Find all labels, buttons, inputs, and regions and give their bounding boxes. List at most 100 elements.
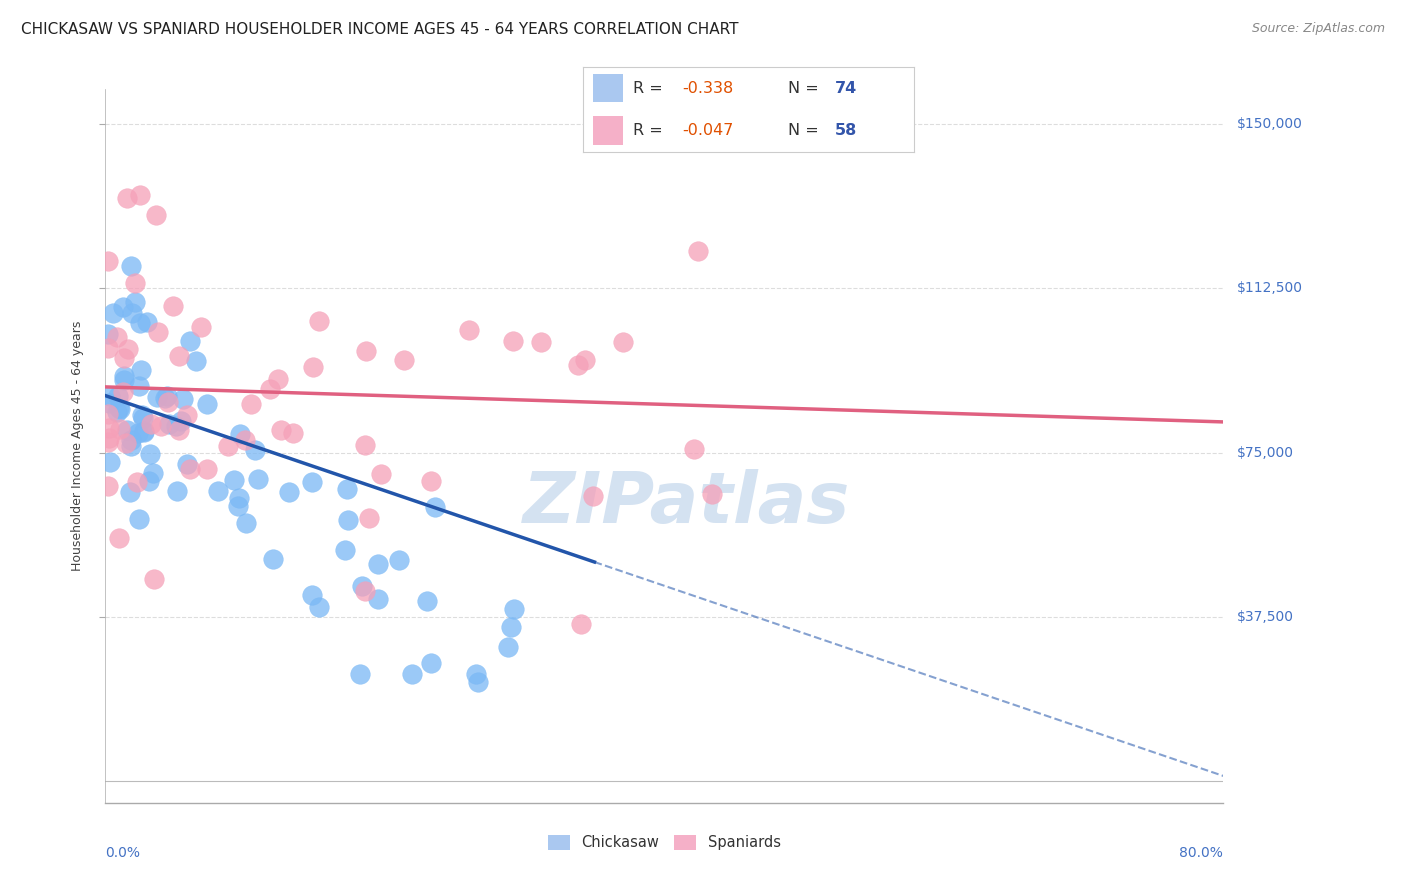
Point (124, 276, 146, 290)
Point (97, 254, 120, 268)
Point (464, 667, 486, 681)
Point (98, 395, 121, 409)
Bar (593, 74, 623, 103)
Point (129, 362, 152, 376)
Text: 74: 74 (835, 80, 856, 95)
Point (333, 543, 356, 558)
Point (502, 334, 524, 348)
Point (186, 354, 208, 368)
Point (118, 485, 141, 500)
Point (233, 433, 256, 447)
Point (143, 572, 166, 586)
Point (121, 306, 143, 320)
Point (176, 457, 198, 471)
Point (217, 439, 239, 453)
Point (114, 373, 136, 387)
Text: 0.0%: 0.0% (105, 846, 141, 860)
Point (107, 389, 129, 403)
Point (145, 209, 167, 223)
Point (98, 455, 121, 469)
Text: R =: R = (633, 123, 668, 138)
Point (108, 401, 131, 415)
Point (112, 351, 135, 365)
Point (97, 434, 120, 449)
Point (98, 420, 121, 434)
Point (146, 325, 169, 339)
Text: $150,000: $150,000 (1237, 117, 1303, 131)
Point (567, 358, 589, 372)
Point (108, 422, 131, 436)
Point (467, 674, 489, 689)
Point (139, 447, 162, 461)
Point (97, 479, 120, 493)
Point (162, 299, 184, 313)
Point (222, 473, 245, 487)
Text: $75,000: $75,000 (1237, 446, 1294, 459)
Point (229, 427, 252, 442)
Text: $112,500: $112,500 (1237, 281, 1303, 295)
Text: ZIPatlas: ZIPatlas (523, 468, 851, 538)
Point (582, 490, 605, 504)
Text: -0.338: -0.338 (683, 80, 734, 95)
Point (107, 330, 129, 344)
Point (370, 467, 392, 481)
Point (574, 352, 596, 367)
Text: Source: ZipAtlas.com: Source: ZipAtlas.com (1251, 22, 1385, 36)
Point (112, 369, 135, 384)
Point (170, 414, 193, 428)
Point (176, 408, 198, 422)
Point (337, 513, 360, 527)
Point (683, 442, 706, 457)
Text: N =: N = (789, 80, 824, 95)
Point (259, 382, 281, 396)
Point (127, 475, 149, 490)
Point (354, 343, 377, 358)
Point (103, 306, 125, 320)
Point (569, 617, 592, 632)
Point (97, 431, 120, 445)
Point (301, 360, 323, 375)
Point (115, 191, 138, 205)
Point (167, 350, 190, 364)
Point (496, 640, 519, 654)
Text: 58: 58 (835, 123, 856, 138)
Point (243, 442, 266, 457)
Point (138, 474, 160, 488)
Point (120, 433, 142, 447)
Point (128, 379, 150, 393)
Point (111, 385, 134, 400)
Point (117, 342, 139, 356)
Point (530, 334, 553, 349)
Point (135, 315, 157, 329)
Point (702, 487, 724, 501)
Point (207, 483, 229, 498)
Point (301, 475, 323, 489)
Legend: Chickasaw, Spaniards: Chickasaw, Spaniards (543, 829, 786, 856)
Point (416, 593, 439, 607)
Point (354, 583, 377, 598)
Point (195, 397, 218, 411)
Point (179, 334, 201, 348)
Point (128, 512, 150, 526)
Point (134, 425, 156, 439)
Point (235, 516, 257, 531)
Point (132, 410, 155, 425)
Point (195, 462, 218, 476)
Point (166, 483, 188, 498)
Point (226, 500, 249, 514)
Point (111, 300, 134, 314)
Point (172, 392, 194, 407)
Point (145, 390, 167, 404)
Point (98, 389, 121, 403)
Point (115, 423, 138, 437)
Point (283, 425, 305, 440)
Text: -0.047: -0.047 (683, 123, 734, 138)
Point (128, 316, 150, 330)
Point (262, 552, 284, 566)
Point (240, 397, 263, 411)
Point (141, 417, 163, 432)
Point (388, 552, 411, 566)
Point (115, 436, 138, 450)
Point (155, 392, 177, 406)
Bar (593, 116, 623, 145)
